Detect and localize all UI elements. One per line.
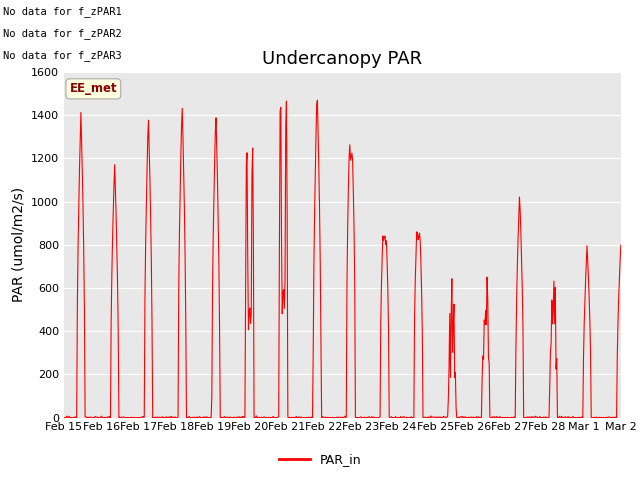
Text: EE_met: EE_met bbox=[70, 83, 117, 96]
Y-axis label: PAR (umol/m2/s): PAR (umol/m2/s) bbox=[12, 187, 26, 302]
Title: Undercanopy PAR: Undercanopy PAR bbox=[262, 49, 422, 68]
Text: No data for f_zPAR1: No data for f_zPAR1 bbox=[3, 6, 122, 17]
Text: No data for f_zPAR3: No data for f_zPAR3 bbox=[3, 49, 122, 60]
Text: No data for f_zPAR2: No data for f_zPAR2 bbox=[3, 28, 122, 39]
Legend: PAR_in: PAR_in bbox=[273, 448, 367, 471]
